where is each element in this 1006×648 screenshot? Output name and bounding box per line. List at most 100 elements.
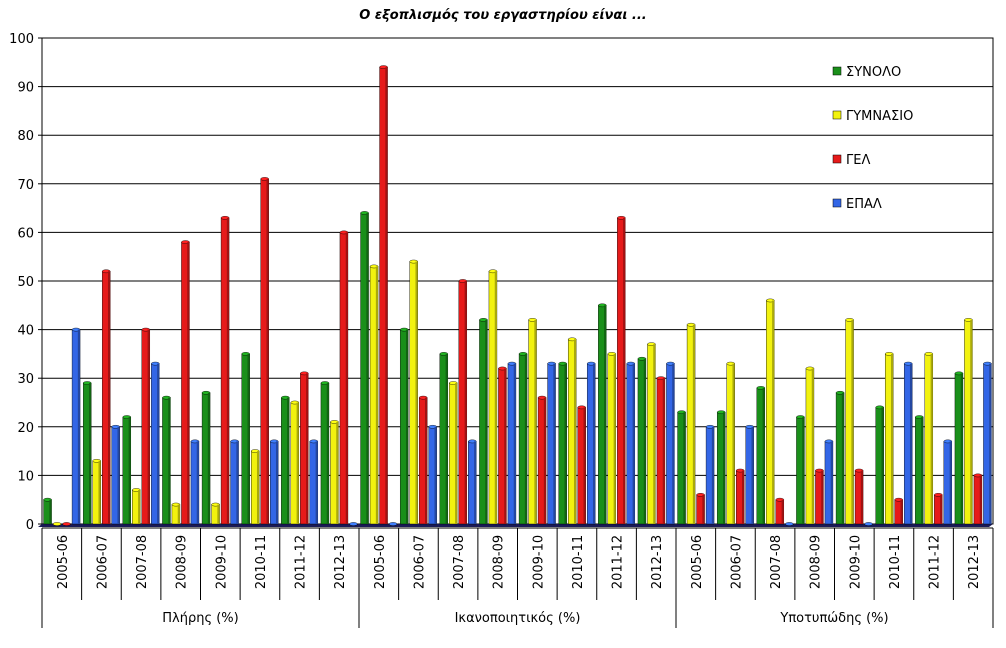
bar-shade	[830, 441, 833, 524]
bar-shade	[921, 417, 924, 524]
bar-shade	[741, 470, 745, 524]
bar-cap	[388, 522, 398, 526]
bar-shade	[553, 363, 556, 524]
bar-shade	[711, 426, 715, 524]
bar-shade	[434, 426, 437, 524]
bar-shade	[979, 475, 982, 524]
bar-shade	[583, 407, 586, 524]
group-label: Πλήρης (%)	[162, 611, 238, 626]
x-tick-label: 2008-09	[175, 535, 190, 589]
y-tick-label: 20	[17, 421, 34, 436]
bar-shade	[336, 421, 339, 524]
bar-shade	[930, 353, 933, 524]
bar-shade	[881, 407, 884, 524]
bar-shade	[226, 217, 230, 524]
x-tick-label: 2008-09	[492, 535, 507, 589]
bar-shade	[168, 397, 171, 524]
x-tick-label: 2012-13	[650, 535, 665, 589]
bar-shade	[415, 261, 418, 524]
bar-shade	[157, 363, 160, 524]
legend-swatch	[832, 198, 842, 208]
bar-cap	[785, 522, 794, 526]
x-tick-label: 2005-06	[56, 535, 71, 589]
bar-shade	[88, 383, 92, 524]
bar-shade	[504, 368, 507, 524]
y-tick-label: 50	[17, 275, 34, 290]
bar-shade	[117, 426, 120, 524]
x-tick-label: 2008-09	[809, 535, 824, 589]
legend-swatch	[832, 154, 842, 164]
bar-shade	[751, 426, 754, 524]
y-tick-label: 70	[17, 178, 34, 193]
chart-floor	[38, 524, 993, 527]
bar-shade	[623, 217, 626, 524]
bar-shade	[890, 353, 894, 524]
bar-shade	[485, 319, 488, 524]
x-tick-label: 2007-08	[452, 535, 467, 589]
x-tick-label: 2009-10	[214, 535, 229, 589]
bar-cap	[52, 522, 62, 526]
x-tick-label: 2006-07	[412, 535, 427, 589]
chart-title: Ο εξοπλισμός του εργαστηρίου είναι ...	[359, 8, 647, 23]
bar-shade	[49, 499, 52, 524]
bar-cap	[864, 522, 873, 526]
bar-shade	[781, 499, 784, 524]
bar-shade	[464, 281, 467, 524]
bar-shade	[672, 363, 675, 524]
bar-shade	[207, 392, 211, 524]
bar-shade	[851, 319, 854, 524]
group-label: Υποτυπώδης (%)	[779, 611, 888, 626]
x-tick-label: 2011-12	[294, 535, 309, 589]
bar-shade	[802, 417, 805, 524]
bar-shade	[128, 417, 131, 524]
bar-shade	[315, 441, 318, 524]
x-tick-label: 2007-08	[135, 535, 150, 589]
bar-shade	[909, 363, 913, 524]
bar-shade	[217, 504, 220, 524]
bar-shade	[445, 353, 448, 524]
bar-shade	[643, 358, 646, 524]
bar-shade	[366, 212, 369, 524]
x-tick-label: 2005-06	[373, 535, 388, 589]
legend-label: ΣΥΝΟΛΟ	[846, 65, 901, 80]
bar-shade	[841, 392, 845, 524]
bar-shade	[296, 402, 299, 524]
bar-shade	[375, 266, 379, 524]
x-tick-label: 2009-10	[848, 535, 863, 589]
y-tick-label: 60	[17, 226, 34, 241]
bar-shade	[573, 339, 577, 524]
x-tick-label: 2011-12	[611, 535, 626, 589]
bar-shade	[564, 363, 567, 524]
bar-shade	[494, 271, 497, 524]
y-tick-label: 40	[17, 324, 34, 339]
bar-shade	[692, 324, 696, 524]
bar-shade	[949, 441, 952, 524]
bar-shade	[107, 271, 111, 524]
bar-shade	[970, 319, 973, 524]
bar-shade	[385, 67, 388, 524]
bar-shade	[405, 329, 409, 524]
bar-shade	[900, 499, 903, 524]
legend-label: ΕΠΑΛ	[846, 197, 882, 212]
bar-shade	[534, 319, 537, 524]
x-tick-label: 2011-12	[928, 535, 943, 589]
bar-shade	[98, 460, 101, 524]
bar-shade	[592, 363, 596, 524]
legend-label: ΓΥΜΝΑΣΙΟ	[846, 109, 913, 124]
bar-shade	[138, 489, 141, 524]
bar-shade	[236, 441, 239, 524]
y-tick-label: 10	[17, 469, 34, 484]
bar-shade	[266, 178, 269, 524]
bar-shade	[306, 373, 309, 524]
legend-label: ΓΕΛ	[846, 153, 870, 168]
x-tick-label: 2006-07	[95, 535, 110, 589]
y-tick-label: 100	[9, 32, 34, 47]
bar-shade	[326, 383, 329, 524]
y-tick-label: 80	[17, 129, 34, 144]
bar-shade	[275, 441, 279, 524]
bar-shade	[722, 412, 726, 524]
bar-shade	[147, 329, 150, 524]
x-tick-label: 2005-06	[690, 535, 705, 589]
x-tick-label: 2006-07	[729, 535, 744, 589]
